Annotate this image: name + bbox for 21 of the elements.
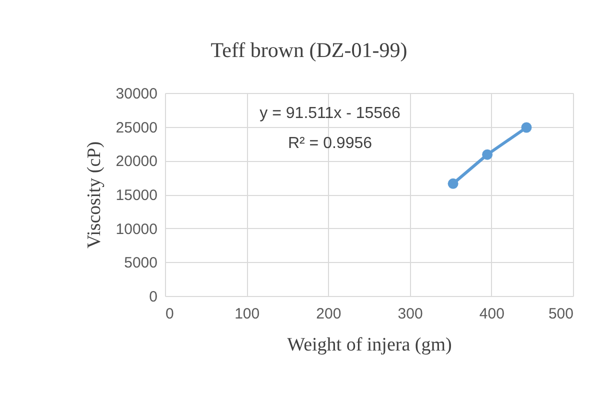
y-tick-label: 20000: [116, 153, 158, 170]
y-tick-label: 5000: [124, 254, 158, 272]
y-tick-label: 15000: [116, 187, 158, 204]
x-tick-label: 200: [316, 306, 342, 322]
y-tick-label: 25000: [116, 119, 158, 136]
x-tick-label: 300: [398, 306, 423, 322]
annotation: R² = 0.9956: [288, 135, 372, 152]
y-axis-title: Viscosity (cP): [84, 141, 105, 249]
x-axis-title: Weight of injera (gm): [287, 334, 452, 356]
x-tick-label: 0: [166, 306, 174, 322]
x-tick-label: 400: [479, 306, 504, 322]
y-tick-label: 10000: [116, 220, 158, 238]
point: [521, 122, 532, 133]
point: [448, 178, 458, 189]
y-tick-label: 30000: [116, 86, 158, 102]
x-tick-label: 100: [234, 306, 260, 322]
x-tick-label: 500: [548, 306, 574, 322]
annotation: y = 91.511x - 15566: [260, 105, 400, 122]
chart-title: Teff brown (DZ-01-99): [210, 38, 408, 62]
y-tick-label: 0: [149, 288, 158, 306]
point: [482, 149, 493, 160]
